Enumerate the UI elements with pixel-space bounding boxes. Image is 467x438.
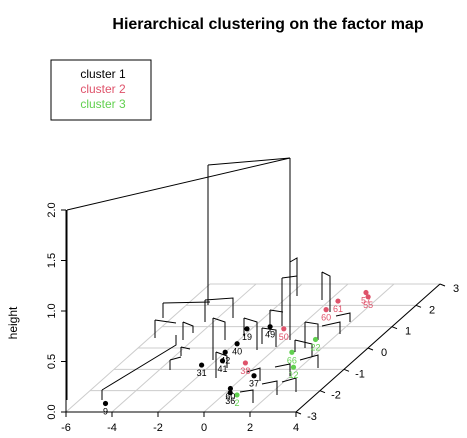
dendrogram-right-leaf-links (239, 312, 351, 403)
point-label-cluster-2-38: 38 (240, 366, 250, 376)
point-label-cluster-2-61: 61 (333, 304, 343, 314)
point-label-cluster-2-60: 60 (321, 313, 331, 323)
y-tick-mark-4 (391, 326, 398, 330)
y-tick-mark-0 (295, 411, 302, 415)
y-tick-label-4: 1 (405, 326, 411, 338)
point-label-cluster-1-31: 31 (197, 368, 207, 378)
y-tick-mark-6 (439, 283, 446, 287)
x-tick-label-2: -2 (153, 422, 163, 434)
point-cluster-2-61 (335, 298, 341, 304)
x-tick-label-0: -6 (61, 422, 71, 434)
z-tick-label-4: 2.0 (46, 202, 58, 217)
point-cluster-1-31 (199, 362, 205, 368)
dendrogram-left-branch (66, 157, 291, 400)
z-tick-label-1: 0.5 (46, 354, 58, 369)
dendrogram-right-branch (243, 257, 331, 357)
point-cluster-3-2 (234, 392, 240, 398)
point-cluster-2-50 (281, 326, 287, 332)
point-label-cluster-1-41: 41 (217, 364, 227, 374)
point-label-cluster-1-9: 9 (103, 406, 108, 416)
y-tick-mark-2 (343, 368, 350, 372)
x-tick-label-4: 2 (247, 422, 253, 434)
z-tick-label-3: 1.5 (46, 253, 58, 268)
legend-entry-1: cluster 1 (80, 67, 126, 81)
point-label-cluster-3-2: 2 (234, 398, 239, 408)
y-ticks: -3 -2 -1 0 1 2 3 (295, 283, 459, 423)
y-tick-mark-1 (319, 390, 326, 394)
chart-title: Hierarchical clustering on the factor ma… (112, 16, 423, 33)
point-cluster-1-60 (227, 385, 233, 392)
y-tick-label-1: -2 (331, 390, 341, 402)
point-label-cluster-1-37: 37 (249, 379, 259, 389)
point-cluster-2-38 (242, 360, 248, 366)
y-tick-label-5: 2 (429, 304, 435, 316)
point-label-cluster-2-55: 55 (363, 300, 373, 310)
point-label-cluster-1-19: 19 (242, 332, 252, 342)
x-tick-label-5: 4 (293, 422, 299, 434)
point-cluster-3-12 (290, 364, 297, 370)
point-label-cluster-1-36: 36 (225, 396, 235, 406)
y-tick-label-2: -1 (355, 368, 365, 380)
legend-entry-3: cluster 3 (80, 97, 126, 111)
point-cluster-3-22 (312, 336, 319, 343)
y-tick-label-6: 3 (453, 283, 459, 295)
y-tick-label-0: -3 (307, 411, 317, 423)
point-cluster-1-41 (219, 358, 226, 364)
x-ticks: -6 -4 -2 0 2 4 (61, 412, 299, 434)
point-label-cluster-1-60: 60 (225, 392, 235, 402)
data-points (102, 289, 371, 407)
point-cluster-3-66 (289, 349, 295, 355)
x-tick-label-1: -4 (107, 422, 117, 434)
point-cluster-1-19 (244, 326, 250, 332)
point-label-cluster-1-49: 49 (265, 330, 275, 340)
point-cluster-1-36 (227, 390, 233, 396)
point-cluster-1-42 (222, 349, 228, 355)
legend-entry-2: cluster 2 (80, 82, 126, 96)
dendrogram-tree (66, 157, 351, 403)
point-label-cluster-3-22: 22 (310, 342, 320, 352)
z-axis-label: height (6, 306, 20, 339)
y-tick-label-3: 0 (381, 347, 387, 359)
point-label-cluster-2-50: 50 (279, 332, 289, 342)
legend-box (50, 59, 152, 121)
dendrogram-root-link (207, 157, 291, 340)
point-cluster-2-55 (365, 294, 371, 300)
point-label-cluster-2-57: 57 (361, 296, 371, 306)
point-cluster-2-60 (323, 307, 329, 313)
point-cluster-1-37 (251, 373, 257, 379)
point-cluster-1-40 (234, 341, 240, 347)
point-cluster-2-57 (363, 289, 369, 296)
z-tick-label-0: 0.0 (46, 404, 58, 419)
y-tick-mark-5 (415, 304, 422, 308)
axes: height (6, 210, 441, 413)
y-tick-mark-3 (367, 347, 374, 351)
point-label-cluster-1-40: 40 (232, 347, 242, 357)
point-label-cluster-1-42: 42 (220, 355, 230, 365)
point-label-cluster-3-66: 66 (287, 355, 297, 365)
z-ticks: 0.0 0.5 1.0 1.5 2.0 (46, 202, 66, 420)
dendrogram-left-cluster-links (169, 317, 228, 378)
point-cluster-1-9 (102, 400, 109, 407)
z-tick-label-2: 1.0 (46, 303, 58, 318)
x-tick-label-3: 0 (201, 422, 207, 434)
point-label-cluster-3-12: 12 (288, 370, 298, 380)
point-cluster-1-49 (267, 324, 273, 330)
legend: cluster 1 cluster 2 cluster 3 (50, 59, 152, 121)
